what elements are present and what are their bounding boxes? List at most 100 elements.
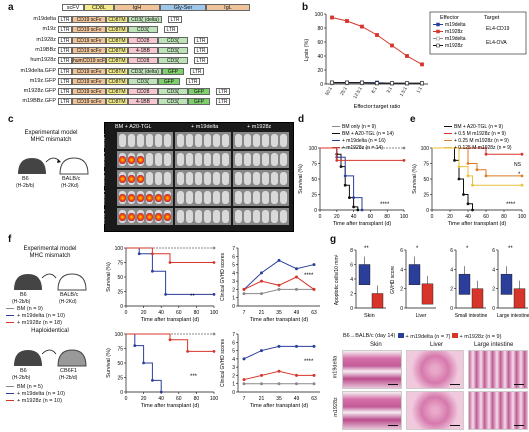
e-x-tick-label: 40 <box>465 214 471 220</box>
mouse-silhouette <box>244 153 251 166</box>
bli-image-cell <box>175 151 231 168</box>
f_top_survival-censor-mark <box>212 261 216 264</box>
construct-segment: CD3ζ (delta) <box>128 16 162 23</box>
histology-grid: Skin Liver Large intestine m19delta m192… <box>332 342 529 432</box>
e-x-axis-label: Time after transplant (d) <box>448 221 507 227</box>
d-censor-mark <box>356 208 360 212</box>
recipient-haplotype: (H-2Kd) <box>59 299 77 305</box>
mouse-silhouette <box>177 134 184 147</box>
panel-label-f: f <box>8 234 12 245</box>
mouse-silhouette <box>262 134 269 147</box>
mouse-silhouette <box>146 210 153 223</box>
f_bottom_gvhd-data-point <box>277 369 281 373</box>
construct-segment: CD3ζ <box>158 98 188 106</box>
construct-segment: CD8TM <box>106 67 128 75</box>
g-significance: ** <box>508 246 513 252</box>
bli-image-cell <box>175 132 231 149</box>
mouse-silhouette <box>262 210 269 223</box>
g-gvhd-y-tick-label: 0 <box>400 306 403 312</box>
mouse-silhouette <box>186 172 193 185</box>
f_top_gvhd-significance: **** <box>304 273 314 279</box>
b-data-point <box>390 81 394 86</box>
construct-name: m1928z <box>36 36 56 43</box>
f_bottom_survival-x-tick-label: 100 <box>210 396 219 402</box>
mouse-silhouette <box>137 172 144 185</box>
mouse-silhouette <box>128 153 135 166</box>
d-x-tick-label: 100 <box>400 214 409 220</box>
f-legend-item: + m1928z (n = 10) <box>6 398 116 405</box>
g-caption: B6→BALB/c (day 14) <box>343 333 396 339</box>
construct-segment: CD19 scFv <box>72 46 106 54</box>
survival-chart-e: 0 25 50 75 100 0 20 40 60 80 100 Survival (%) Time a… <box>412 124 527 227</box>
construct-segment: LTR <box>164 26 178 34</box>
construct-segment: CD8TM <box>106 16 128 23</box>
f_top_survival-y-axis-label: Survival (%) <box>106 262 112 292</box>
mouse-silhouette <box>119 191 126 204</box>
mouse-silhouette <box>213 191 220 204</box>
construct-segment: CD8TM <box>106 46 128 54</box>
g-group-label: Liver <box>416 313 427 319</box>
construct-name: m1928z.GFP <box>23 88 56 95</box>
f_bottom_gvhd-data-point <box>312 373 316 377</box>
header-segment: IgL <box>206 4 250 11</box>
d-survival-curve <box>320 147 404 161</box>
donor-label: B6 <box>20 292 27 298</box>
mouse-silhouette <box>155 172 162 185</box>
f_top_survival-y-tick-label: 75 <box>117 261 123 267</box>
bli-image-cell <box>175 208 231 225</box>
mouse-silhouette <box>213 172 220 185</box>
e-censor-mark <box>520 174 524 178</box>
construct-segment: LTR <box>190 67 204 75</box>
b-data-point <box>345 19 349 23</box>
mouse-transfer-diagram <box>14 273 87 291</box>
mouse-silhouette <box>186 210 193 223</box>
b-data-point <box>420 62 424 67</box>
f-legend-swatch <box>6 392 14 395</box>
d-y-axis-label: Survival (%) <box>298 164 304 194</box>
b-x-tick-label: 50:1 <box>324 86 333 97</box>
f_top_gvhd-x-tick-label: 49 <box>294 310 300 316</box>
f_bottom_survival-survival-curve <box>126 333 214 352</box>
panel-label-b: b <box>302 2 309 13</box>
mouse-silhouette <box>186 134 193 147</box>
bioluminescence-signal <box>155 213 162 221</box>
scale-bar <box>450 424 460 426</box>
mouse-silhouette <box>119 134 126 147</box>
f-legend-swatch <box>6 307 14 310</box>
bli-image-cell <box>233 170 289 187</box>
bli-image-cell <box>233 132 289 149</box>
b-legend-swatch-marker <box>436 36 440 41</box>
f_bottom_gvhd-series-line <box>243 345 314 360</box>
e-legend-label: + 0.125 M m1928z (n = 9) <box>454 145 512 151</box>
f_top_survival-x-tick-label: 80 <box>194 310 200 316</box>
f_top_survival-censor-mark <box>168 261 172 264</box>
mouse-silhouette <box>235 191 242 204</box>
g-box <box>421 283 434 305</box>
b-data-point <box>330 80 334 85</box>
f_top_gvhd-data-point <box>295 287 298 291</box>
construct-segment: CD8TM <box>106 88 128 96</box>
bli-image-grid: BM + A20-TGL + m19delta + m1928z Week 7 W… <box>101 122 294 232</box>
f_top_survival-censor-mark <box>212 246 216 250</box>
d-censor-mark <box>402 146 406 150</box>
b-data-point <box>375 33 379 37</box>
b-legend-title-effector: Effector <box>440 15 459 21</box>
f_bottom_survival-censor-mark <box>133 344 137 347</box>
construct-segment: CD8TM <box>106 77 128 85</box>
f_bottom_gvhd-x-tick-label: 49 <box>294 396 300 402</box>
g-box <box>408 264 421 285</box>
d-survival-curve <box>320 147 363 210</box>
mouse-silhouette <box>271 191 278 204</box>
g-gvhd-y-tick-label: 6 <box>492 248 495 254</box>
bioluminescence-signal <box>137 194 144 202</box>
mouse-silhouette <box>186 191 193 204</box>
f_bottom_gvhd-data-point <box>295 344 298 348</box>
f_top_gvhd-y-tick-label: 1 <box>232 296 235 302</box>
mouse-silhouette <box>253 134 260 147</box>
f-legend-label: + m1928z (n = 18) <box>17 320 62 326</box>
f_bottom_gvhd-y-tick-label: 5 <box>232 349 235 355</box>
e-x-tick-label: 100 <box>518 214 527 220</box>
g-gvhd-y-tick-label: 2 <box>492 287 495 293</box>
histo-row-m19delta: m19delta <box>332 355 339 379</box>
e-censor-mark <box>466 174 470 178</box>
